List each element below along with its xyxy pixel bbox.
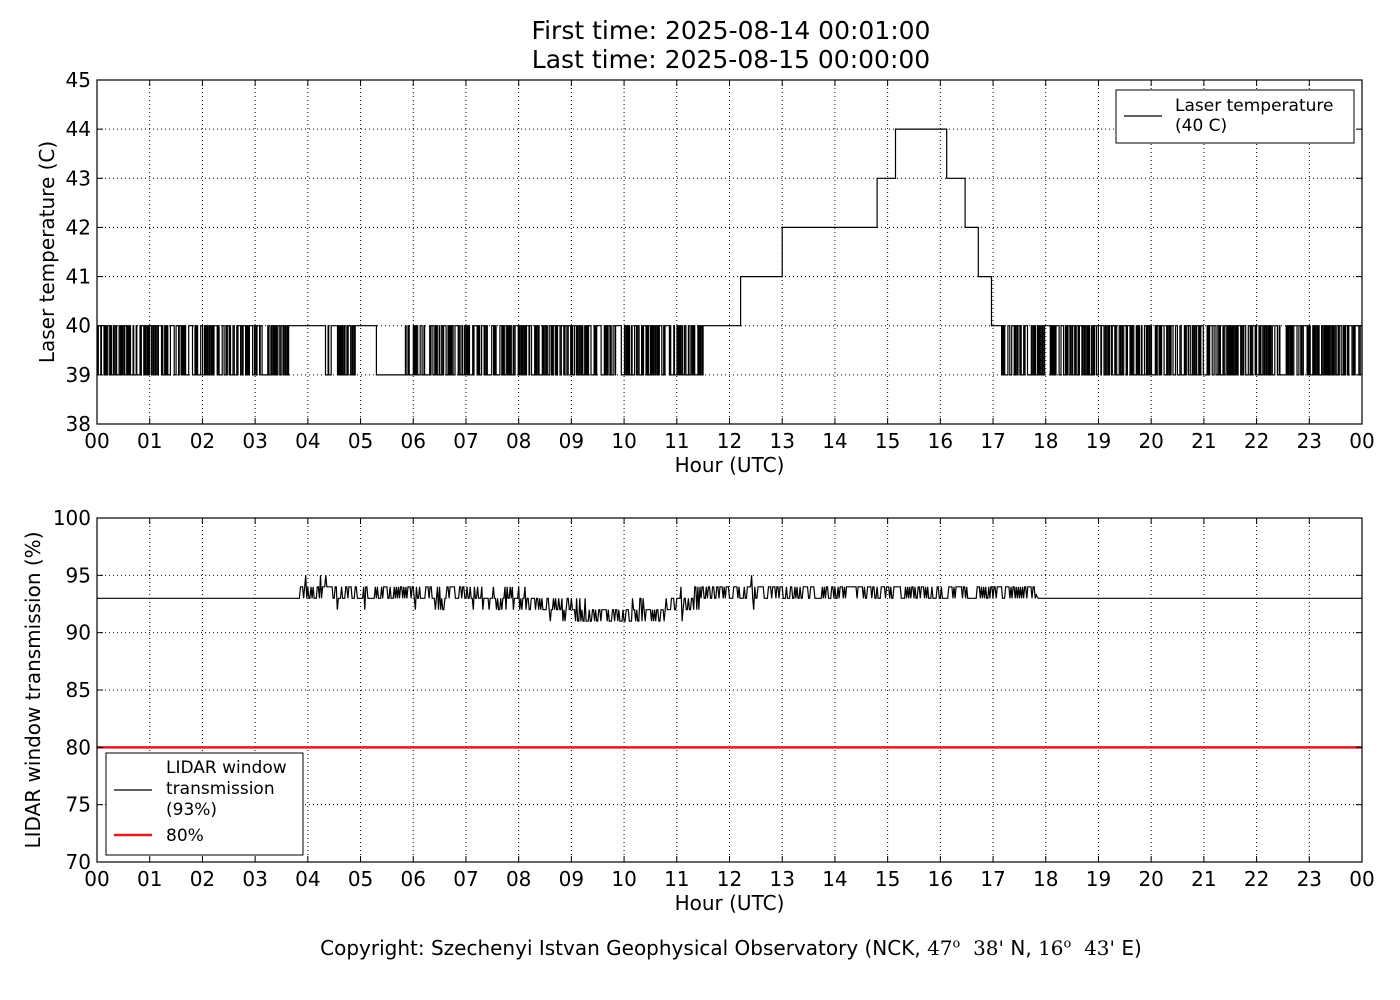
- x-tick-label: 15: [875, 429, 900, 453]
- x-tick-label: 19: [1086, 867, 1111, 891]
- latitude-degrees: 47o: [927, 936, 961, 960]
- x-tick-label: 20: [1138, 867, 1163, 891]
- x-tick-label: 13: [769, 429, 794, 453]
- x-tick-label: 06: [401, 867, 426, 891]
- y-tick-label: 70: [66, 850, 91, 874]
- y-tick-label: 40: [66, 314, 91, 338]
- x-tick-label: 03: [242, 867, 267, 891]
- x-tick-label: 09: [559, 429, 584, 453]
- last-time-label: Last time: 2025-08-15 00:00:00: [531, 45, 931, 74]
- first-time-label: First time: 2025-08-14 00:01:00: [531, 16, 931, 45]
- x-tick-label: 16: [928, 867, 953, 891]
- x-tick-label: 09: [559, 867, 584, 891]
- x-tick-label: 13: [769, 867, 794, 891]
- x-tick-label: 08: [506, 429, 531, 453]
- x-tick-label: 07: [453, 429, 478, 453]
- x-tick-label: 20: [1138, 429, 1163, 453]
- copyright-text: Copyright: Szechenyi Istvan Geophysical …: [0, 936, 1400, 960]
- x-tick-label: 17: [980, 429, 1005, 453]
- latitude-direction: N,: [1010, 936, 1032, 960]
- x-tick-label: 19: [1086, 429, 1111, 453]
- x-tick-label: 00: [1349, 867, 1374, 891]
- y-tick-label: 45: [66, 68, 91, 92]
- x-tick-label: 06: [401, 429, 426, 453]
- x-tick-label: 03: [242, 429, 267, 453]
- y-tick-label: 100: [53, 506, 91, 530]
- legend-label: 80%: [166, 826, 204, 846]
- x-tick-label: 17: [980, 867, 1005, 891]
- x-tick-label: 22: [1244, 867, 1269, 891]
- legend-label: Laser temperature: [1175, 96, 1333, 116]
- legend-box: [105, 752, 304, 856]
- y-tick-label: 90: [66, 621, 91, 645]
- laser-temperature-line: [97, 128, 1363, 376]
- figure-title: First time: 2025-08-14 00:01:00 Last tim…: [0, 16, 1400, 74]
- x-tick-label: 04: [295, 429, 320, 453]
- copyright-prefix: Copyright: Szechenyi Istvan Geophysical …: [320, 936, 921, 960]
- latitude-minutes: 38': [973, 936, 1005, 960]
- y-axis-label: Laser temperature (C): [35, 141, 59, 363]
- y-tick-label: 39: [66, 363, 91, 387]
- y-tick-label: 41: [66, 265, 91, 289]
- x-tick-label: 22: [1244, 429, 1269, 453]
- longitude-minutes: 43': [1084, 936, 1116, 960]
- y-tick-label: 38: [66, 412, 91, 436]
- lidar-transmission-line: [97, 575, 1362, 622]
- x-tick-label: 02: [190, 867, 215, 891]
- legend-label: transmission: [166, 779, 275, 799]
- x-tick-label: 00: [84, 429, 109, 453]
- x-tick-label: 23: [1297, 867, 1322, 891]
- y-tick-label: 43: [66, 166, 91, 190]
- x-tick-label: 21: [1191, 429, 1216, 453]
- x-tick-label: 00: [1349, 429, 1374, 453]
- x-axis-label: Hour (UTC): [675, 453, 785, 477]
- x-tick-label: 05: [348, 429, 373, 453]
- x-tick-label: 12: [717, 867, 742, 891]
- legend-label: (93%): [166, 800, 217, 820]
- x-tick-label: 02: [190, 429, 215, 453]
- x-tick-label: 23: [1297, 429, 1322, 453]
- x-tick-label: 08: [506, 867, 531, 891]
- longitude-direction: E): [1121, 936, 1142, 960]
- x-tick-label: 21: [1191, 867, 1216, 891]
- legend-label: (40 C): [1175, 116, 1227, 136]
- y-axis-label: LIDAR window transmission (%): [21, 532, 45, 849]
- x-tick-label: 11: [664, 429, 689, 453]
- x-tick-label: 10: [611, 429, 636, 453]
- y-tick-label: 95: [66, 563, 91, 587]
- y-tick-label: 85: [66, 678, 91, 702]
- y-tick-label: 75: [66, 793, 91, 817]
- x-tick-label: 10: [611, 867, 636, 891]
- x-axis-label: Hour (UTC): [675, 891, 785, 915]
- x-tick-label: 04: [295, 867, 320, 891]
- x-tick-label: 12: [717, 429, 742, 453]
- x-tick-label: 05: [348, 867, 373, 891]
- x-tick-label: 01: [137, 429, 162, 453]
- legend-label: LIDAR window: [166, 758, 287, 778]
- chart-panel-2: 00 01 02 03 04 05 06 07 08 09 10 11 12 13 14 15 16 17 18 19…: [21, 506, 1375, 915]
- x-tick-label: 15: [875, 867, 900, 891]
- x-tick-label: 07: [453, 867, 478, 891]
- legend: Laser temperature(40 C): [1115, 89, 1355, 144]
- x-tick-label: 18: [1033, 867, 1058, 891]
- y-tick-label: 80: [66, 735, 91, 759]
- x-tick-label: 11: [664, 867, 689, 891]
- x-tick-label: 18: [1033, 429, 1058, 453]
- x-tick-label: 01: [137, 867, 162, 891]
- y-tick-label: 44: [66, 117, 91, 141]
- x-tick-label: 16: [928, 429, 953, 453]
- longitude-degrees: 16o: [1038, 936, 1072, 960]
- x-tick-label: 14: [822, 867, 847, 891]
- chart-panel-1: 00 01 02 03 04 05 06 07 08 09 10 11 12 13 14 15 16 17 18 19…: [35, 68, 1375, 477]
- x-tick-label: 00: [84, 867, 109, 891]
- x-tick-label: 14: [822, 429, 847, 453]
- y-tick-label: 42: [66, 215, 91, 239]
